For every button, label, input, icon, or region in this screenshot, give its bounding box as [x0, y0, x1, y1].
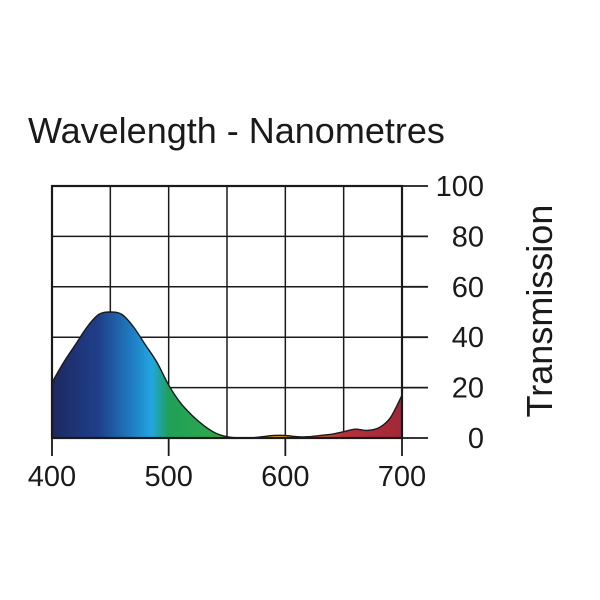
y-tick-label: 80 — [452, 221, 484, 253]
y-tick-label: 60 — [452, 272, 484, 304]
transmission-curve — [52, 311, 402, 438]
x-tick-label: 600 — [261, 461, 309, 493]
y-tick-label: 0 — [468, 423, 484, 455]
x-tick-label: 700 — [378, 461, 426, 493]
x-tick-label: 400 — [28, 461, 76, 493]
y-tick-label: 100 — [436, 171, 484, 203]
x-axis-ticks: 400 500 600 700 — [28, 438, 426, 493]
chart-title: Wavelength - Nanometres — [28, 110, 445, 151]
y-tick-label: 40 — [452, 322, 484, 354]
x-tick-label: 500 — [144, 461, 192, 493]
spectrum-area — [52, 312, 402, 438]
grid-lines — [52, 186, 402, 438]
y-axis-label: Transmission — [519, 205, 560, 418]
plot-frame — [50, 184, 404, 440]
y-axis-ticks: 100 80 60 40 20 0 — [402, 171, 484, 455]
y-tick-label: 20 — [452, 373, 484, 405]
